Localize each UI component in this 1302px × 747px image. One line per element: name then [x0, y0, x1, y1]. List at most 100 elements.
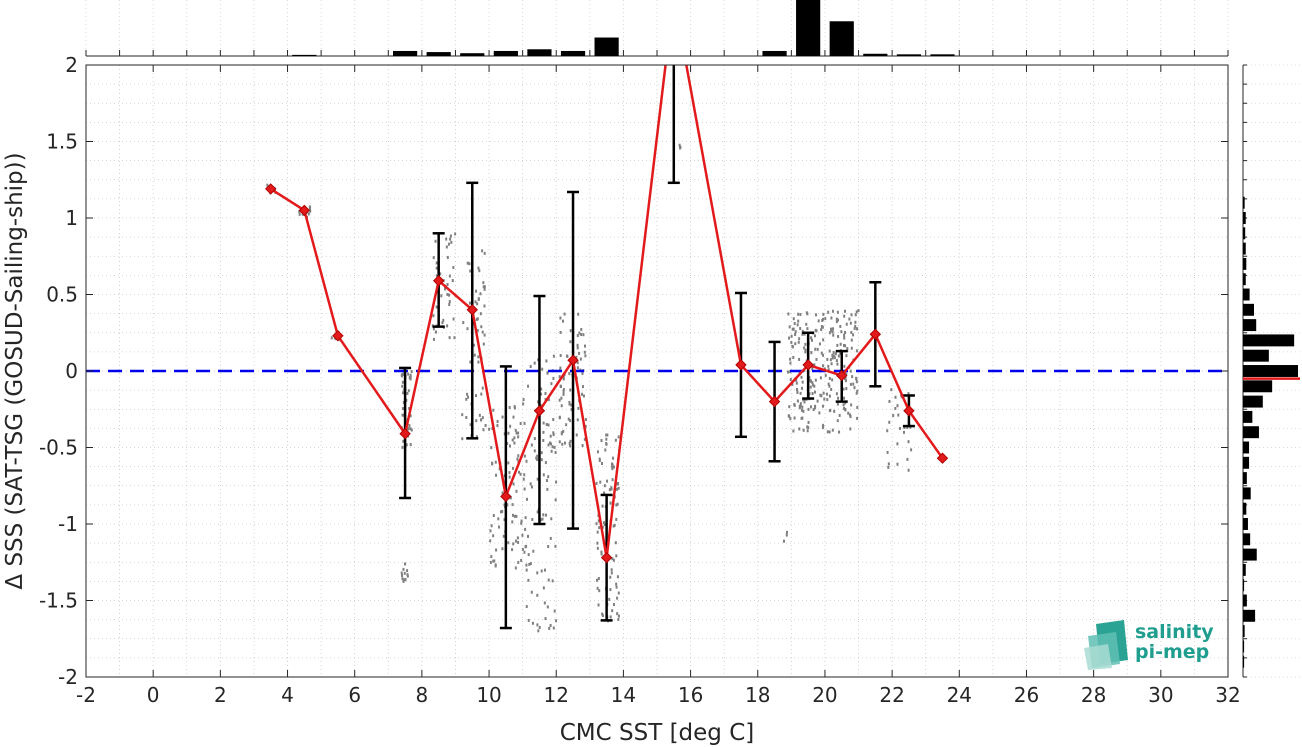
scatter-point	[854, 320, 857, 324]
scatter-point	[845, 354, 848, 358]
scatter-point	[612, 456, 615, 460]
mean-marker	[567, 354, 579, 366]
scatter-point	[536, 510, 539, 514]
scatter-point	[899, 426, 902, 430]
scatter-point	[816, 399, 819, 403]
scatter-point	[615, 503, 618, 507]
scatter-point	[493, 559, 496, 563]
mean-marker	[298, 204, 311, 217]
scatter-point	[595, 481, 598, 485]
scatter-point	[845, 322, 848, 326]
scatter-point	[445, 245, 448, 249]
top-hist-bar	[762, 50, 787, 56]
scatter-point	[824, 317, 827, 321]
scatter-point	[406, 574, 409, 578]
svg-text:pi-mep: pi-mep	[1135, 641, 1209, 663]
scatter-point	[837, 354, 840, 358]
scatter-point	[852, 333, 855, 337]
scatter-point	[434, 330, 437, 334]
scatter-point	[482, 281, 485, 285]
scatter-point	[843, 333, 846, 337]
scatter-point	[855, 376, 858, 380]
scatter-point	[408, 407, 411, 411]
scatter-point	[814, 347, 817, 351]
scatter-point	[842, 387, 845, 391]
scatter-point	[520, 521, 523, 525]
scatter-point	[523, 487, 526, 491]
scatter-point	[547, 578, 550, 582]
scatter-point	[826, 398, 829, 402]
scatter-point	[577, 406, 580, 410]
scatter-point	[515, 514, 518, 518]
scatter-point	[527, 384, 530, 388]
scatter-point	[330, 336, 333, 340]
scatter-point	[910, 448, 913, 452]
scatter-point	[536, 477, 539, 481]
scatter-point	[530, 590, 533, 594]
scatter-point	[847, 411, 850, 415]
scatter-point	[513, 514, 516, 518]
scatter-point	[525, 497, 528, 501]
scatter-point	[539, 404, 542, 408]
right-hist-bar	[1243, 625, 1245, 638]
scatter-point	[559, 354, 562, 358]
scatter-point	[553, 609, 556, 613]
scatter-point	[581, 371, 584, 375]
scatter-point	[610, 568, 613, 572]
scatter-point	[826, 392, 829, 396]
right-hist-bar	[1243, 548, 1257, 561]
scatter-point	[509, 496, 512, 500]
scatter-point	[402, 579, 405, 583]
scatter-point	[822, 353, 825, 357]
scatter-point	[612, 558, 615, 562]
scatter-point	[821, 423, 824, 427]
top-hist-bar	[426, 52, 451, 56]
scatter-point	[536, 454, 539, 458]
scatter-point	[845, 387, 848, 391]
scatter-point	[850, 330, 853, 334]
scatter-point	[815, 357, 818, 361]
scatter-point	[796, 323, 799, 327]
scatter-point	[843, 406, 846, 410]
scatter-point	[480, 418, 483, 422]
scatter-point	[792, 429, 795, 433]
scatter-point	[542, 430, 545, 434]
scatter-point	[543, 601, 546, 605]
scatter-point	[550, 382, 553, 386]
scatter-point	[616, 596, 619, 600]
scatter-point	[522, 398, 525, 402]
scatter-point	[560, 404, 563, 408]
scatter-point	[608, 488, 611, 492]
y-tick-label: 2	[65, 53, 78, 77]
right-hist-bar	[1243, 227, 1246, 240]
y-tick-label: -0.5	[39, 436, 78, 460]
scatter-point	[824, 373, 827, 377]
scatter-point	[533, 449, 536, 453]
scatter-point	[512, 415, 515, 419]
scatter-point	[805, 311, 808, 315]
scatter-point	[401, 372, 404, 376]
scatter-point	[849, 427, 852, 431]
scatter-point	[584, 354, 587, 358]
top-hist-bar	[796, 0, 821, 56]
scatter-point	[540, 392, 543, 396]
scatter-point	[483, 251, 486, 255]
scatter-point	[582, 394, 585, 398]
scatter-point	[609, 615, 612, 619]
scatter-point	[298, 210, 301, 214]
x-tick-label: 24	[947, 683, 972, 707]
scatter-point	[605, 433, 608, 437]
scatter-point	[446, 255, 449, 259]
scatter-point	[800, 386, 803, 390]
scatter-point	[807, 420, 810, 424]
right-hist-bar	[1243, 487, 1251, 500]
scatter-point	[513, 436, 516, 440]
scatter-point	[853, 386, 856, 390]
scatter-point	[545, 513, 548, 517]
scatter-point	[798, 337, 801, 341]
scatter-point	[855, 310, 858, 314]
scatter-point	[542, 513, 545, 517]
scatter-point	[496, 420, 499, 424]
scatter-point	[819, 376, 822, 380]
top-hist-bar	[829, 21, 854, 57]
